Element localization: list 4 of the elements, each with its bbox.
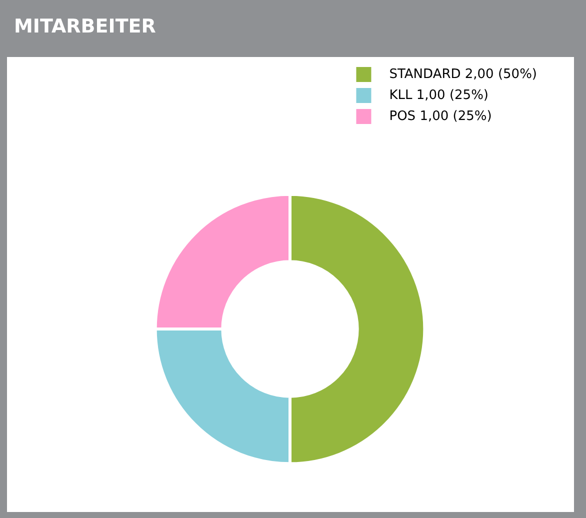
legend-label: STANDARD 2,00 (50%) xyxy=(389,67,538,82)
chart-title: MITARBEITER xyxy=(14,16,156,38)
legend-label: POS 1,00 (25%) xyxy=(389,109,492,124)
legend-label: KLL 1,00 (25%) xyxy=(389,88,488,103)
